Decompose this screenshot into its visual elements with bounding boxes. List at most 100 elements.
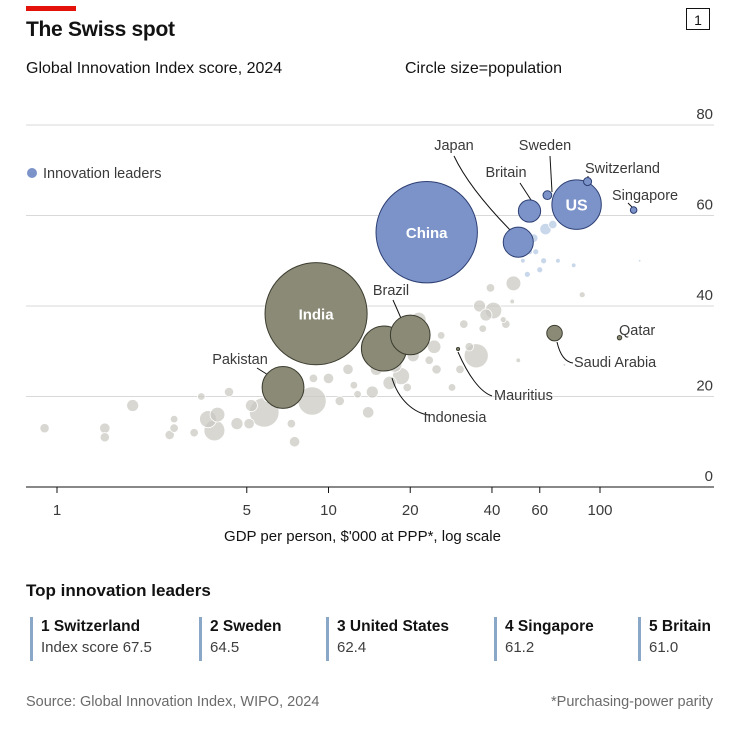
label-qatar: Qatar xyxy=(619,323,655,339)
country-point xyxy=(402,382,412,393)
x-tick-label: 5 xyxy=(243,502,251,519)
y-tick-label: 60 xyxy=(696,197,713,214)
highlighted-points xyxy=(261,177,638,409)
point-sweden xyxy=(542,190,553,201)
ppp-footnote: *Purchasing-power parity xyxy=(551,694,713,710)
country-point xyxy=(334,395,345,407)
country-point xyxy=(548,219,558,230)
country-point xyxy=(244,399,258,412)
country-point xyxy=(562,363,567,367)
legend-innovation-leaders: Innovation leaders xyxy=(27,166,162,182)
label-britain: Britain xyxy=(485,165,526,181)
x-tick-label: 40 xyxy=(484,502,501,519)
label-china: China xyxy=(406,225,448,242)
country-point xyxy=(539,222,552,236)
country-point xyxy=(164,429,175,441)
country-point xyxy=(540,257,548,265)
scatter-chart: India China US Indonesia Pakistan Brazil Japan… xyxy=(26,106,714,519)
country-point xyxy=(169,423,179,433)
chart-number-badge: 1 xyxy=(686,8,710,30)
country-point xyxy=(286,418,297,429)
x-tick-label: 100 xyxy=(587,502,612,519)
x-tick-label: 60 xyxy=(531,502,548,519)
country-point xyxy=(189,428,199,438)
country-point xyxy=(99,422,111,434)
point-singapore xyxy=(629,206,638,214)
country-point xyxy=(520,258,526,264)
country-point xyxy=(532,248,540,256)
leader-name: 3 United States xyxy=(337,618,449,635)
x-tick-label: 1 xyxy=(53,502,61,519)
leader-name: 4 Singapore xyxy=(505,618,594,635)
connector-saudi-arabia xyxy=(556,341,574,364)
point-japan xyxy=(502,226,534,258)
country-point xyxy=(353,390,362,399)
size-note: Circle size=population xyxy=(405,60,562,77)
country-point xyxy=(455,364,465,375)
country-point xyxy=(464,342,474,352)
country-point xyxy=(499,316,507,323)
leader-name: 2 Sweden xyxy=(210,618,282,635)
country-point xyxy=(243,418,255,430)
country-point xyxy=(209,406,226,423)
label-switzerland: Switzerland xyxy=(585,161,660,177)
y-tick-label: 0 xyxy=(705,468,713,485)
leader-score: 61.2 xyxy=(505,639,535,656)
y-tick-label: 20 xyxy=(696,378,713,395)
country-point xyxy=(436,331,446,340)
country-point xyxy=(308,373,319,384)
x-tick-label: 10 xyxy=(320,502,337,519)
y-tick-label: 80 xyxy=(696,106,713,123)
point-labels: India China US Indonesia Pakistan Brazil Japan… xyxy=(212,138,678,426)
country-point xyxy=(478,324,487,333)
country-point xyxy=(479,308,493,322)
leader-card-4: 4 Singapore 61.2 xyxy=(494,617,594,661)
country-point xyxy=(509,298,515,305)
top-leaders-heading: Top innovation leaders xyxy=(26,581,211,600)
leader-score: Index score 67.5 xyxy=(41,639,152,656)
connector-sweden xyxy=(549,155,553,193)
country-point xyxy=(288,436,301,448)
country-point xyxy=(427,339,442,354)
point-qatar xyxy=(616,334,623,341)
point-britain xyxy=(517,199,542,223)
country-point xyxy=(431,364,442,375)
country-point xyxy=(223,386,235,398)
country-point xyxy=(447,383,457,392)
label-brazil: Brazil xyxy=(373,283,409,299)
leader-card-5: 5 Britain 61.0 xyxy=(638,617,711,661)
connector-indonesia xyxy=(391,377,431,416)
country-point xyxy=(473,299,486,313)
country-point xyxy=(342,363,354,375)
country-point xyxy=(230,417,244,431)
label-sweden: Sweden xyxy=(519,138,571,154)
country-point xyxy=(197,392,206,401)
label-singapore: Singapore xyxy=(612,188,678,204)
country-point xyxy=(536,266,544,274)
country-point xyxy=(637,259,642,263)
country-point xyxy=(505,275,522,292)
country-point xyxy=(578,291,586,299)
country-point xyxy=(362,406,375,419)
country-point xyxy=(365,385,379,399)
chart-title: The Swiss spot xyxy=(26,18,175,41)
country-point xyxy=(382,375,397,391)
country-point xyxy=(39,423,50,434)
country-point xyxy=(169,414,179,424)
point-saudi-arabia xyxy=(546,324,563,342)
point-pakistan xyxy=(261,366,305,409)
label-indonesia: Indonesia xyxy=(424,410,488,426)
legend-leader-label: Innovation leaders xyxy=(43,166,162,182)
country-point xyxy=(523,270,531,278)
point-us xyxy=(551,179,602,230)
leader-name: 1 Switzerland xyxy=(41,618,141,635)
x-tick-label: 20 xyxy=(402,502,419,519)
label-pakistan: Pakistan xyxy=(212,352,268,368)
source-note: Source: Global Innovation Index, WIPO, 2… xyxy=(26,694,320,710)
connector-mauritius xyxy=(457,351,493,397)
chart-subtitle: Global Innovation Index score, 2024 xyxy=(26,60,283,77)
point-switzerland xyxy=(583,177,593,187)
country-point xyxy=(515,357,522,364)
other-countries-points xyxy=(39,219,642,448)
axis-ticks: 0 20 40 60 80 1 5 10 20 40 60 100 xyxy=(53,106,713,519)
